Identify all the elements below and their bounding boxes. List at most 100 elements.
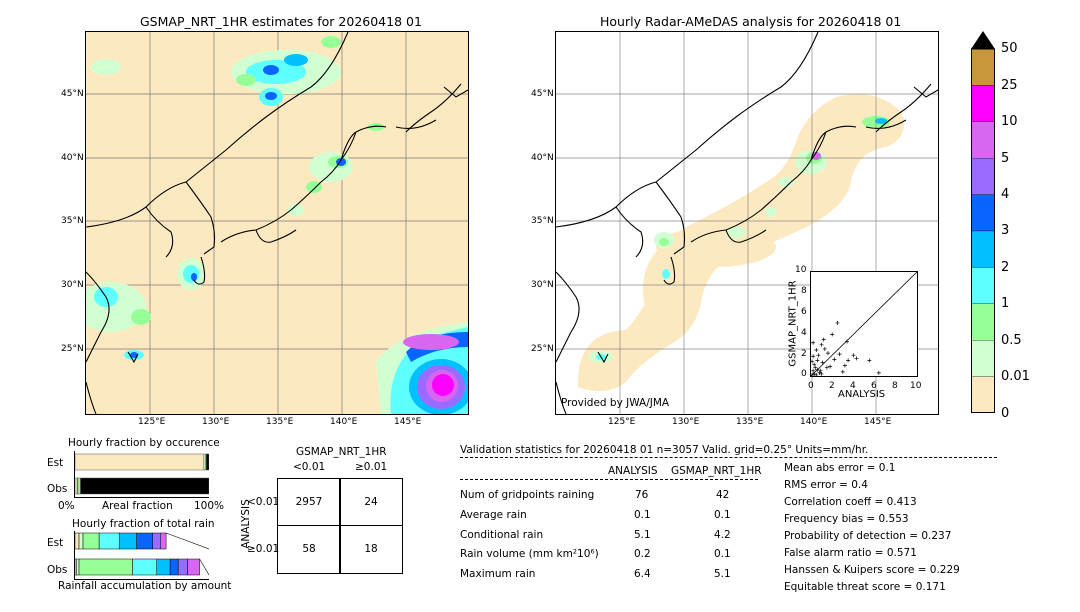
total-rain-bar-est [82,532,100,550]
occurrence-axis-right: 100% [194,500,225,512]
contingency-col2: ≥0.01 [355,461,388,473]
colorbar-label-5: 5 [1001,151,1010,166]
scatter-panel [810,271,918,377]
validation-col-analysis: ANALYSIS [608,465,658,477]
scatter-xtick-4: 4 [850,381,856,391]
right-lon-145: 145°E [864,417,892,427]
scatter-xtick-2: 2 [829,381,835,391]
scatter-point [828,364,833,369]
colorbar-segment [970,340,996,377]
scatter-point [851,353,856,358]
scatter-point [811,354,816,359]
scatter-point [820,360,825,365]
colorbar-label-50: 50 [1001,41,1018,56]
scatter-ytick-10: 10 [795,265,807,275]
colorbar-segment [970,158,996,195]
total-rain-bar-obs [78,558,133,576]
colorbar-label-3: 3 [1001,223,1010,238]
scatter-point [837,352,842,357]
total-rain-bar-est [136,532,153,550]
scatter-point [813,365,818,370]
right-map-svg [556,32,938,414]
validation-row-gsmap: 4.2 [714,529,731,541]
validation-row-label: Maximum rain [460,568,536,580]
left-lon-130: 130°E [202,417,230,427]
colorbar-label-0.5: 0.5 [1001,333,1022,348]
colorbar-segment [970,267,996,304]
validation-row-analysis: 0.2 [634,548,651,560]
colorbar-segment [970,303,996,341]
scatter-point [814,348,819,352]
score-far: False alarm ratio = 0.571 [784,547,917,559]
occurrence-est-label: Est [47,457,64,469]
total-rain-bar-est [98,532,120,550]
left-lon-140: 140°E [330,417,358,427]
occurrence-axis-mid: Areal fraction [102,500,173,512]
left-coastline [86,32,468,414]
left-map-title: GSMAP_NRT_1HR estimates for 20260418 01 [140,14,422,29]
validation-row-gsmap: 0.1 [714,548,731,560]
scatter-point [819,342,824,347]
validation-rule-mid [460,479,758,480]
scatter-point [821,337,826,342]
colorbar-segment [970,376,996,414]
scatter-xtick-6: 6 [871,381,877,391]
occurrence-axis-left: 0% [58,500,75,512]
colorbar-label-0.01: 0.01 [1001,369,1030,384]
contingency-title: GSMAP_NRT_1HR [296,446,387,458]
scatter-point [845,339,850,344]
contingency-cell-22: 18 [339,525,403,574]
score-pod: Probability of detection = 0.237 [784,530,952,542]
scatter-point [815,367,820,372]
scatter-point [830,332,835,337]
colorbar-label-10: 10 [1001,114,1018,129]
colorbar-extend-arrow [971,31,995,49]
score-ets: Equitable threat score = 0.171 [784,581,946,593]
right-lat-45: 45°N [531,89,554,99]
scatter-point [842,363,847,368]
left-lat-25: 25°N [61,344,84,354]
validation-row-analysis: 0.1 [634,509,651,521]
colorbar-label-1: 1 [1001,296,1010,311]
left-lat-45: 45°N [61,89,84,99]
total-rain-bar-obs [177,558,188,576]
scatter-point [817,370,822,375]
scatter-point [814,372,819,376]
colorbar-segment [970,85,996,122]
colorbar-segment [970,230,996,268]
total-rain-bar-est [74,532,80,550]
right-lon-140: 140°E [800,417,828,427]
scatter-xtick-8: 8 [892,381,898,391]
total-rain-tail [199,558,210,576]
validation-col-gsmap: GSMAP_NRT_1HR [671,465,762,477]
scatter-point [876,370,881,375]
colorbar-label-25: 25 [1001,78,1018,93]
total-rain-bar-est [78,532,84,550]
scatter-point [811,372,815,376]
right-map-credit: Provided by JWA/JMA [561,397,670,409]
scatter-point [816,353,821,358]
contingency-cell-21: 58 [277,525,341,574]
left-map-svg [86,32,468,414]
validation-rule-top [460,457,997,458]
scatter-point [854,356,859,361]
total-rain-bar-est [118,532,137,550]
left-lon-145: 145°E [394,417,422,427]
total-rain-bar-obs [76,558,80,576]
right-lat-25: 25°N [531,344,554,354]
scatter-xtick-10: 10 [910,381,922,391]
colorbar-label-2: 2 [1001,260,1010,275]
right-lat-40: 40°N [531,153,554,163]
colorbar-label-0: 0 [1001,406,1010,421]
scatter-xlabel: ANALYSIS [838,389,886,400]
colorbar-segment [970,121,996,159]
scatter-point [832,357,837,362]
scatter-point [822,346,827,351]
scatter-ytick-8: 8 [801,286,807,296]
scatter-point [811,340,816,345]
colorbar-label-4: 4 [1001,187,1010,202]
total-rain-bar-obs [187,558,200,576]
scatter-point [811,359,815,364]
scatter-plot [811,272,917,376]
scatter-point [812,362,817,367]
